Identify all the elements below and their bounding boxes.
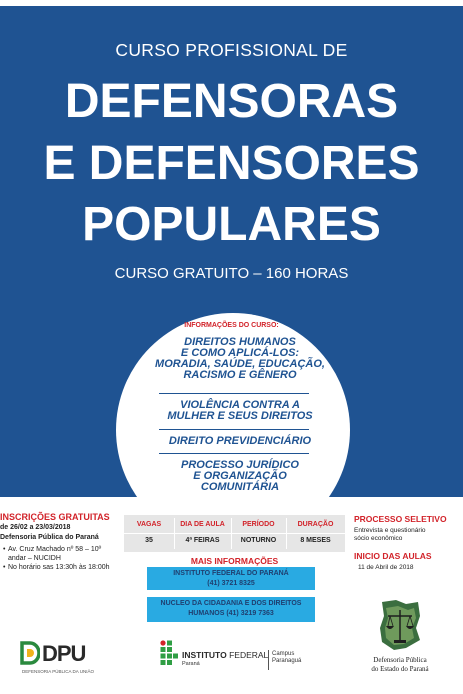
course-subtitle: CURSO GRATUITO – 160 HORAS bbox=[114, 265, 349, 282]
title-line-2: E DEFENSORES bbox=[43, 137, 420, 190]
contact-box-ifpr: INSTITUTO FEDERAL DO PARANÁ (41) 3721 83… bbox=[147, 567, 315, 590]
registration-dates: de 26/02 a 23/03/2018 bbox=[0, 524, 71, 531]
ifpr-name-light: FEDERAL bbox=[226, 650, 269, 660]
start-date: 11 de Abril de 2018 bbox=[358, 564, 414, 571]
ifpr-grid-icon bbox=[160, 640, 178, 665]
registration-title: INSCRIÇÕES GRATUITAS bbox=[0, 512, 110, 522]
ifpr-campus-line: Paranaguá bbox=[272, 658, 302, 664]
ifpr-campus: Campus Paranaguá bbox=[272, 651, 301, 665]
value-duracao: 8 MESES bbox=[300, 537, 331, 544]
contact-box-nucidh: NUCLEO DA CIDADANIA E DOS DIREITOS HUMAN… bbox=[147, 597, 315, 622]
hero-banner: CURSO PROFISSIONAL DE DEFENSORAS E DEFEN… bbox=[0, 0, 463, 497]
course-prefix: CURSO PROFISSIONAL DE bbox=[115, 40, 348, 60]
table-divider bbox=[231, 518, 232, 549]
topic-line: COMUNITÁRIA bbox=[200, 481, 280, 493]
registration-place: Defensoria Pública do Paraná bbox=[0, 534, 99, 541]
topic-human-rights: DIREITOS HUMANOS E COMO APLICÁ-LOS: MORA… bbox=[150, 337, 330, 381]
topic-violence-women: VIOLÊNCIA CONTRA A MULHER E SEUS DIREITO… bbox=[150, 400, 330, 422]
contact-name: NUCLEO DA CIDADANIA E DOS DIREITOS bbox=[160, 600, 302, 607]
dpe-text-line: do Estado do Paraná bbox=[371, 665, 429, 673]
start-title: INICIO DAS AULAS bbox=[354, 551, 432, 561]
topic-line: RACISMO E GÊNERO bbox=[183, 369, 297, 381]
info-circle bbox=[116, 313, 350, 497]
top-strip bbox=[0, 0, 463, 6]
topic-line: MULHER E SEUS DIREITOS bbox=[167, 410, 313, 422]
topic-divider bbox=[159, 453, 309, 454]
course-details-table: VAGAS DIA DE AULA PERÍODO DURAÇÃO 35 4ª … bbox=[124, 515, 345, 552]
topic-legal-process: PROCESSO JURÍDICO E ORGANIZAÇÃO COMUNITÁ… bbox=[150, 460, 330, 493]
value-vagas: 35 bbox=[145, 537, 153, 544]
dpe-text-line: Defensoria Pública bbox=[373, 656, 427, 664]
table-divider bbox=[124, 533, 345, 534]
header-vagas: VAGAS bbox=[136, 521, 162, 528]
registration-section: INSCRIÇÕES GRATUITAS de 26/02 a 23/03/20… bbox=[0, 512, 118, 572]
topic-line: E COMO APLICÁ-LOS: bbox=[180, 347, 300, 359]
table-divider bbox=[286, 518, 287, 549]
dpe-text: Defensoria Pública do Estado do Paraná bbox=[365, 656, 435, 674]
more-info-title: MAIS INFORMAÇÕES bbox=[190, 556, 279, 566]
topic-line: MORADIA, SAÚDE, EDUCAÇÃO, bbox=[155, 358, 325, 370]
topic-social-security: DIREITO PREVIDENCIÁRIO bbox=[150, 436, 330, 447]
selection-text-line: Entrevista e questionário bbox=[354, 527, 426, 534]
selection-title: PROCESSO SELETIVO bbox=[354, 514, 447, 524]
contact-name: INSTITUTO FEDERAL DO PARANÁ bbox=[173, 570, 289, 577]
contact-phone: HUMANOS (41) 3219 7363 bbox=[188, 610, 274, 617]
topic-line: DIREITO PREVIDENCIÁRIO bbox=[168, 435, 312, 447]
bullet-hours: No horário sas 13:30h às 18:00h bbox=[3, 563, 118, 572]
topic-line: PROCESSO JURÍDICO bbox=[181, 459, 299, 471]
dpu-text: DPU bbox=[42, 641, 86, 666]
ifpr-divider bbox=[268, 650, 269, 670]
selection-text-line: sócio econômico bbox=[354, 535, 403, 542]
dpu-logo: DPU DEFENSORIA PÚBLICA DA UNIÃO bbox=[20, 641, 100, 681]
topic-line: E ORGANIZAÇÃO bbox=[193, 470, 287, 482]
ifpr-state: Paraná bbox=[182, 661, 200, 667]
info-circle-title: INFORMAÇÕES DO CURSO: bbox=[184, 322, 279, 329]
topic-line: VIOLÊNCIA CONTRA A bbox=[180, 399, 300, 411]
contact-phone: (41) 3721 8325 bbox=[207, 580, 255, 587]
scales-emblem-icon bbox=[380, 600, 420, 650]
ifpr-name: INSTITUTO FEDERAL bbox=[182, 650, 268, 660]
value-dia-de-aula: 4ª FEIRAS bbox=[185, 537, 220, 544]
topic-divider bbox=[159, 429, 309, 430]
table-divider bbox=[174, 518, 175, 549]
header-periodo: PERÍODO bbox=[242, 521, 275, 528]
dpu-caption: DEFENSORIA PÚBLICA DA UNIÃO bbox=[22, 669, 95, 674]
dpu-mark-icon bbox=[20, 641, 40, 665]
ifpr-logo: INSTITUTO FEDERAL Paraná Campus Paranagu… bbox=[160, 640, 310, 680]
registration-bullets: Av. Cruz Machado nº 58 – 10º andar – NUC… bbox=[0, 545, 118, 572]
selection-text: Entrevista e questionário sócio econômic… bbox=[354, 527, 459, 543]
selection-section: PROCESSO SELETIVO Entrevista e questioná… bbox=[354, 514, 459, 571]
header-dia-de-aula: DIA DE AULA bbox=[180, 521, 225, 528]
topic-line: DIREITOS HUMANOS bbox=[184, 336, 296, 348]
dpe-pr-logo: Defensoria Pública do Estado do Paraná bbox=[365, 598, 435, 688]
ifpr-campus-line: Campus bbox=[272, 651, 295, 657]
title-line-1: DEFENSORAS bbox=[64, 75, 399, 128]
ifpr-name-bold: INSTITUTO bbox=[182, 650, 227, 660]
header-duracao: DURAÇÃO bbox=[297, 521, 334, 528]
value-periodo: NOTURNO bbox=[240, 537, 277, 544]
topic-divider bbox=[159, 393, 309, 394]
title-line-3: POPULARES bbox=[82, 198, 381, 251]
bullet-address: Av. Cruz Machado nº 58 – 10º andar – NUC… bbox=[3, 545, 118, 563]
